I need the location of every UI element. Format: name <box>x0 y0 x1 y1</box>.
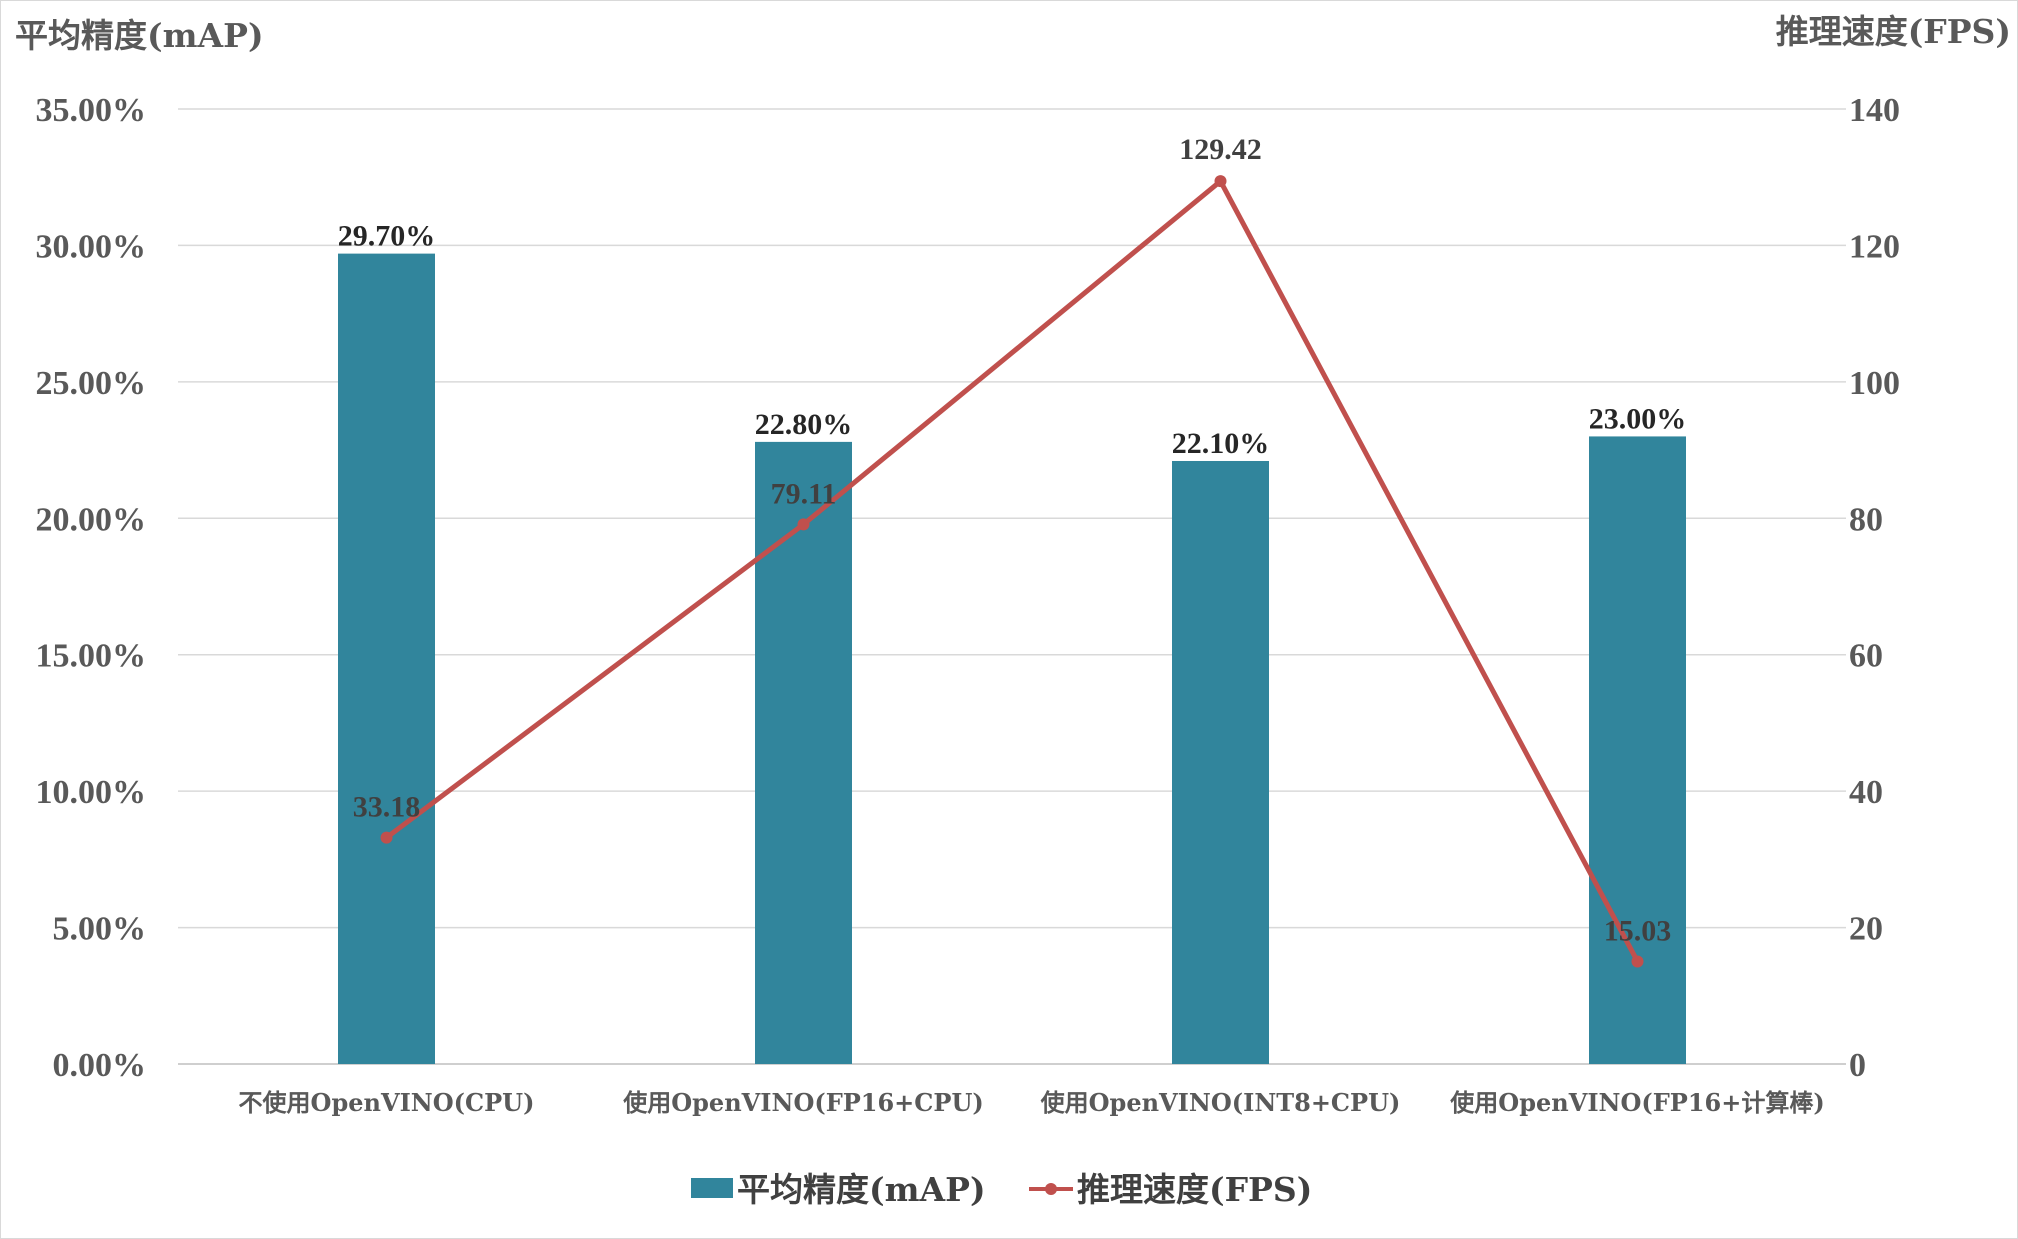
legend: 平均精度(mAP) 推理速度(FPS) <box>691 1170 1312 1209</box>
right-tick-label: 140 <box>1849 92 1900 129</box>
bar-value-label: 23.00% <box>1589 402 1687 435</box>
right-tick-label: 120 <box>1849 228 1900 265</box>
fps-value-label: 33.18 <box>353 791 421 824</box>
line-data-labels: 33.18 79.11 129.42 15.03 <box>353 133 1672 947</box>
bar <box>338 253 435 1065</box>
category-label: 使用OpenVINO(FP16+计算棒) <box>1449 1088 1824 1117</box>
fps-point <box>1214 175 1227 188</box>
right-tick-label: 20 <box>1849 911 1883 948</box>
fps-point <box>380 831 393 844</box>
category-label: 不使用OpenVINO(CPU) <box>239 1088 535 1117</box>
bar <box>755 441 852 1064</box>
legend-line-label: 推理速度(FPS) <box>1077 1170 1312 1209</box>
left-tick-label: 25.00% <box>36 365 147 402</box>
gridlines <box>178 108 1846 1065</box>
legend-line-marker <box>1045 1183 1057 1195</box>
fps-point <box>1631 955 1644 968</box>
bar-value-label: 29.70% <box>338 220 436 253</box>
right-tick-label: 100 <box>1849 365 1900 402</box>
legend-bar-swatch <box>691 1178 733 1198</box>
right-axis-title: 推理速度(FPS) <box>1776 12 2011 51</box>
right-tick-label: 80 <box>1849 501 1883 538</box>
left-tick-label: 10.00% <box>36 774 147 811</box>
legend-bar-label: 平均精度(mAP) <box>737 1170 986 1209</box>
left-tick-label: 20.00% <box>36 501 147 538</box>
right-tick-label: 60 <box>1849 638 1883 675</box>
right-tick-label: 0 <box>1849 1047 1866 1084</box>
left-tick-label: 15.00% <box>36 638 147 675</box>
bar <box>1589 436 1686 1064</box>
bar-data-labels: 29.70% 22.80% 22.10% 23.00% <box>338 220 1687 460</box>
left-axis-ticks: 0.00% 5.00% 10.00% 15.00% 20.00% 25.00% 30.00%… <box>36 92 147 1084</box>
fps-line <box>384 178 1640 963</box>
line-series <box>380 175 1644 968</box>
fps-point <box>797 518 810 531</box>
bar-value-label: 22.10% <box>1172 427 1270 460</box>
bar-series <box>338 253 1686 1065</box>
left-tick-label: 35.00% <box>36 92 147 129</box>
left-tick-label: 5.00% <box>53 911 147 948</box>
bar <box>1172 460 1269 1064</box>
left-axis-title: 平均精度(mAP) <box>15 16 264 55</box>
fps-value-label: 129.42 <box>1179 133 1262 166</box>
bar-value-label: 22.80% <box>755 408 853 441</box>
category-label: 使用OpenVINO(FP16+CPU) <box>622 1088 983 1117</box>
right-axis-ticks: 0 20 40 60 80 100 120 140 <box>1849 92 1900 1084</box>
right-tick-label: 40 <box>1849 774 1883 811</box>
fps-value-label: 79.11 <box>771 477 837 510</box>
category-label: 使用OpenVINO(INT8+CPU) <box>1040 1088 1401 1117</box>
category-axis-labels: 不使用OpenVINO(CPU) 使用OpenVINO(FP16+CPU) 使用Op… <box>239 1088 1825 1117</box>
left-tick-label: 0.00% <box>53 1047 147 1084</box>
left-tick-label: 30.00% <box>36 228 147 265</box>
fps-value-label: 15.03 <box>1604 914 1672 947</box>
